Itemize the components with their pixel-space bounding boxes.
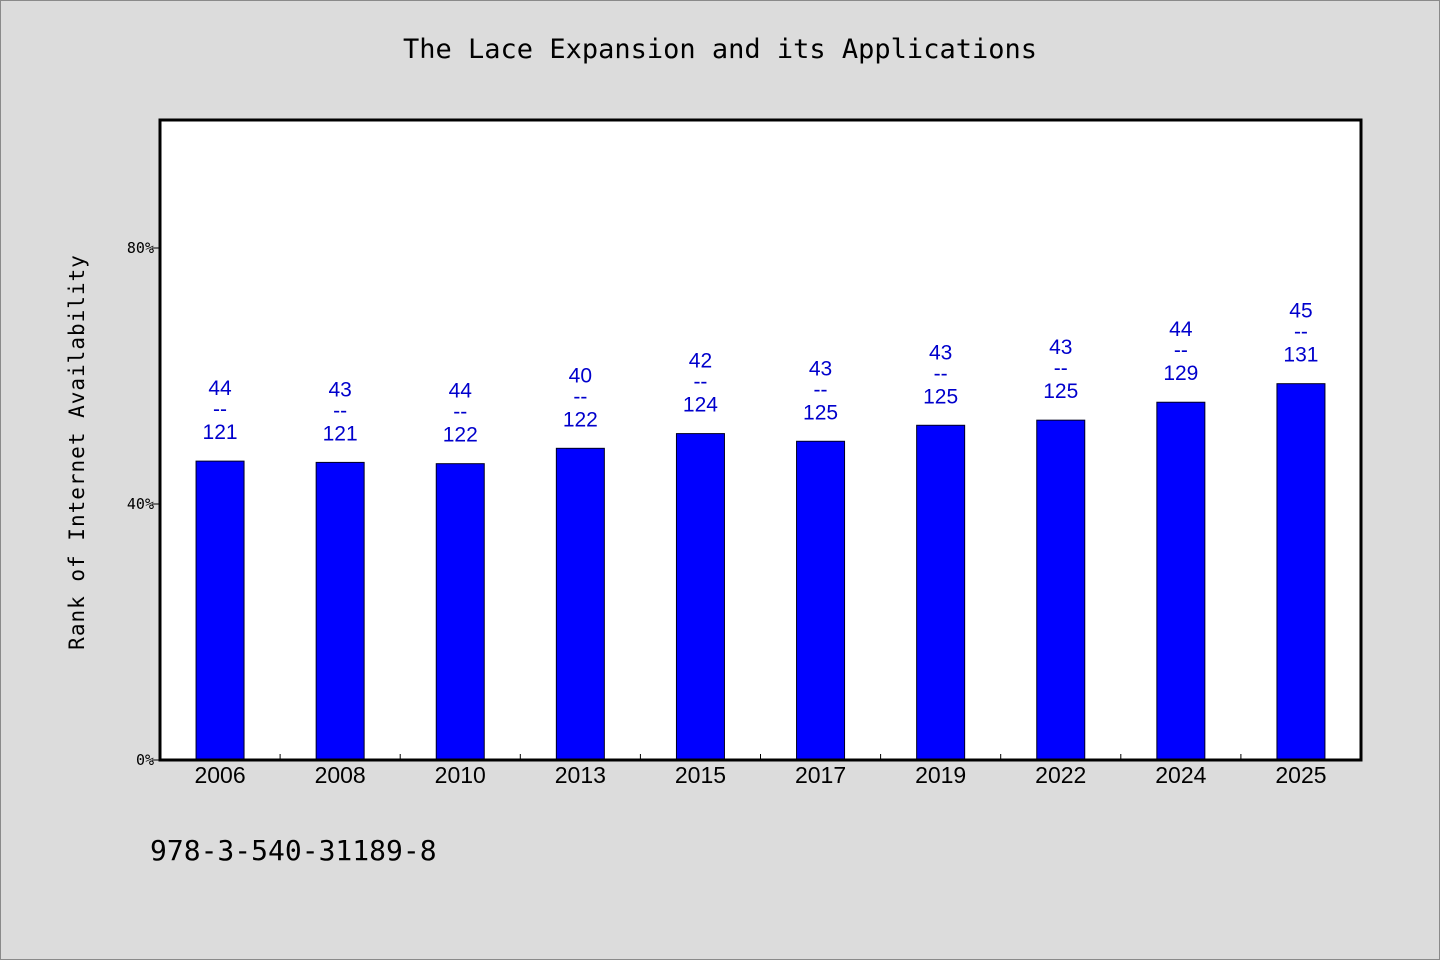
bar xyxy=(555,447,605,761)
bar xyxy=(435,463,485,761)
x-tick-label: 2010 xyxy=(435,762,486,788)
data-label-bottom: 129 xyxy=(1163,362,1198,385)
data-label-separator: -- xyxy=(934,362,948,385)
x-tick-label: 2015 xyxy=(675,762,726,788)
data-label-separator: -- xyxy=(333,399,347,422)
data-label-bottom: 125 xyxy=(923,385,958,408)
data-label-top: 43 xyxy=(1049,336,1072,359)
bar xyxy=(1036,419,1086,761)
data-label-bottom: 125 xyxy=(1043,380,1078,403)
data-label-separator: -- xyxy=(1294,321,1308,344)
data-label-separator: -- xyxy=(213,398,227,421)
data-label-top: 44 xyxy=(208,377,232,400)
y-tick-label: 0% xyxy=(136,751,154,769)
data-label-top: 44 xyxy=(1169,318,1193,341)
bar xyxy=(1156,401,1206,761)
data-label-bottom: 124 xyxy=(683,394,718,417)
x-tick-label: 2022 xyxy=(1035,762,1086,788)
x-tick-label: 2008 xyxy=(315,762,366,788)
data-label-bottom: 121 xyxy=(323,422,358,445)
data-label-bottom: 131 xyxy=(1283,344,1318,367)
data-label-top: 42 xyxy=(689,350,712,373)
data-label-separator: -- xyxy=(814,378,828,401)
x-tick-label: 2017 xyxy=(795,762,846,788)
y-tick-label: 80% xyxy=(127,239,154,257)
data-label-separator: -- xyxy=(1174,339,1188,362)
bar xyxy=(916,424,966,761)
chart-title: The Lace Expansion and its Applications xyxy=(403,34,1037,65)
bar xyxy=(796,440,846,761)
data-label-top: 43 xyxy=(809,357,832,380)
data-label-bottom: 125 xyxy=(803,401,838,424)
data-label-bottom: 121 xyxy=(203,421,238,444)
x-tick-label: 2019 xyxy=(915,762,966,788)
x-tick-label: 2013 xyxy=(555,762,606,788)
data-label-separator: -- xyxy=(573,385,587,408)
data-label-top: 43 xyxy=(929,341,952,364)
data-label-top: 40 xyxy=(569,364,592,387)
data-label-top: 44 xyxy=(449,380,473,403)
data-label-separator: -- xyxy=(1054,357,1068,380)
x-tick-label: 2006 xyxy=(194,762,245,788)
data-label-bottom: 122 xyxy=(443,424,478,447)
data-label-top: 43 xyxy=(328,378,351,401)
y-tick-label: 40% xyxy=(127,495,154,513)
bar xyxy=(675,433,725,761)
bar xyxy=(315,461,365,761)
bar xyxy=(1276,383,1326,761)
x-tick-label: 2025 xyxy=(1275,762,1326,788)
plot-border xyxy=(158,118,1363,762)
bar xyxy=(195,460,245,761)
data-label-top: 45 xyxy=(1289,300,1312,323)
x-tick-label: 2024 xyxy=(1155,762,1206,788)
data-label-bottom: 122 xyxy=(563,408,598,431)
data-label-separator: -- xyxy=(693,371,707,394)
isbn-text: 978-3-540-31189-8 xyxy=(150,834,437,867)
data-label-separator: -- xyxy=(453,401,467,424)
